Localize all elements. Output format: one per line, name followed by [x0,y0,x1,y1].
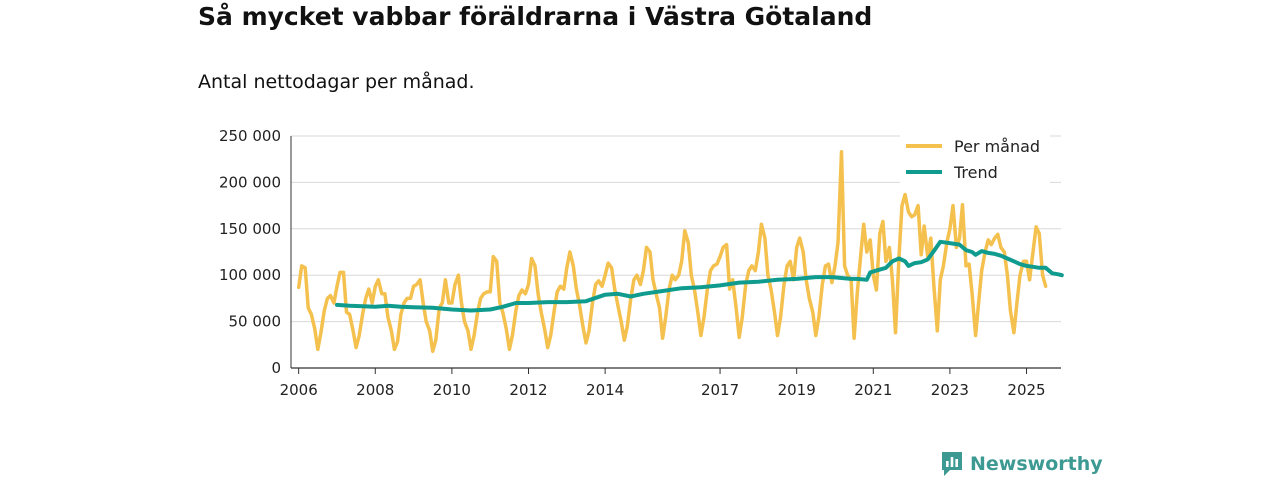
legend-label: Trend [953,163,998,182]
y-tick-label: 50 000 [229,313,282,331]
x-tick-label: 2010 [433,381,471,399]
x-tick-label: 2025 [1007,381,1045,399]
x-tick-label: 2006 [280,381,318,399]
brand-name: Newsworthy [970,453,1103,475]
x-tick-label: 2021 [854,381,892,399]
series-line-trend [335,239,1064,313]
x-tick-label: 2023 [931,381,969,399]
chart-subtitle: Antal nettodagar per månad. [198,71,475,93]
y-tick-label: 0 [271,359,281,377]
y-tick-label: 250 000 [219,127,281,145]
x-tick-label: 2008 [356,381,394,399]
y-tick-label: 200 000 [219,173,281,191]
x-tick-label: 2012 [509,381,547,399]
brand-logo: Newsworthy [940,450,1103,478]
x-tick-label: 2017 [701,381,739,399]
legend: Per månad Trend [900,131,1050,183]
x-tick-label: 2019 [778,381,816,399]
x-tick-label: 2014 [586,381,624,399]
legend-background [900,131,1050,183]
x-axis-ticks: 2006 2008 2010 2012 2014 2017 2019 2021 2023 2025 [280,368,1046,399]
chart-title: Så mycket vabbar föräldrarna i Västra Gö… [198,2,873,31]
y-axis-ticks: 0 50 000 100 000 150 000 200 000 250 000 [219,127,281,377]
y-tick-label: 150 000 [219,220,281,238]
legend-label: Per månad [954,137,1040,156]
y-tick-label: 100 000 [219,266,281,284]
series-lines [296,150,1064,354]
newsworthy-logo-icon [942,452,962,476]
series-line-per-m-nad [296,150,1048,354]
